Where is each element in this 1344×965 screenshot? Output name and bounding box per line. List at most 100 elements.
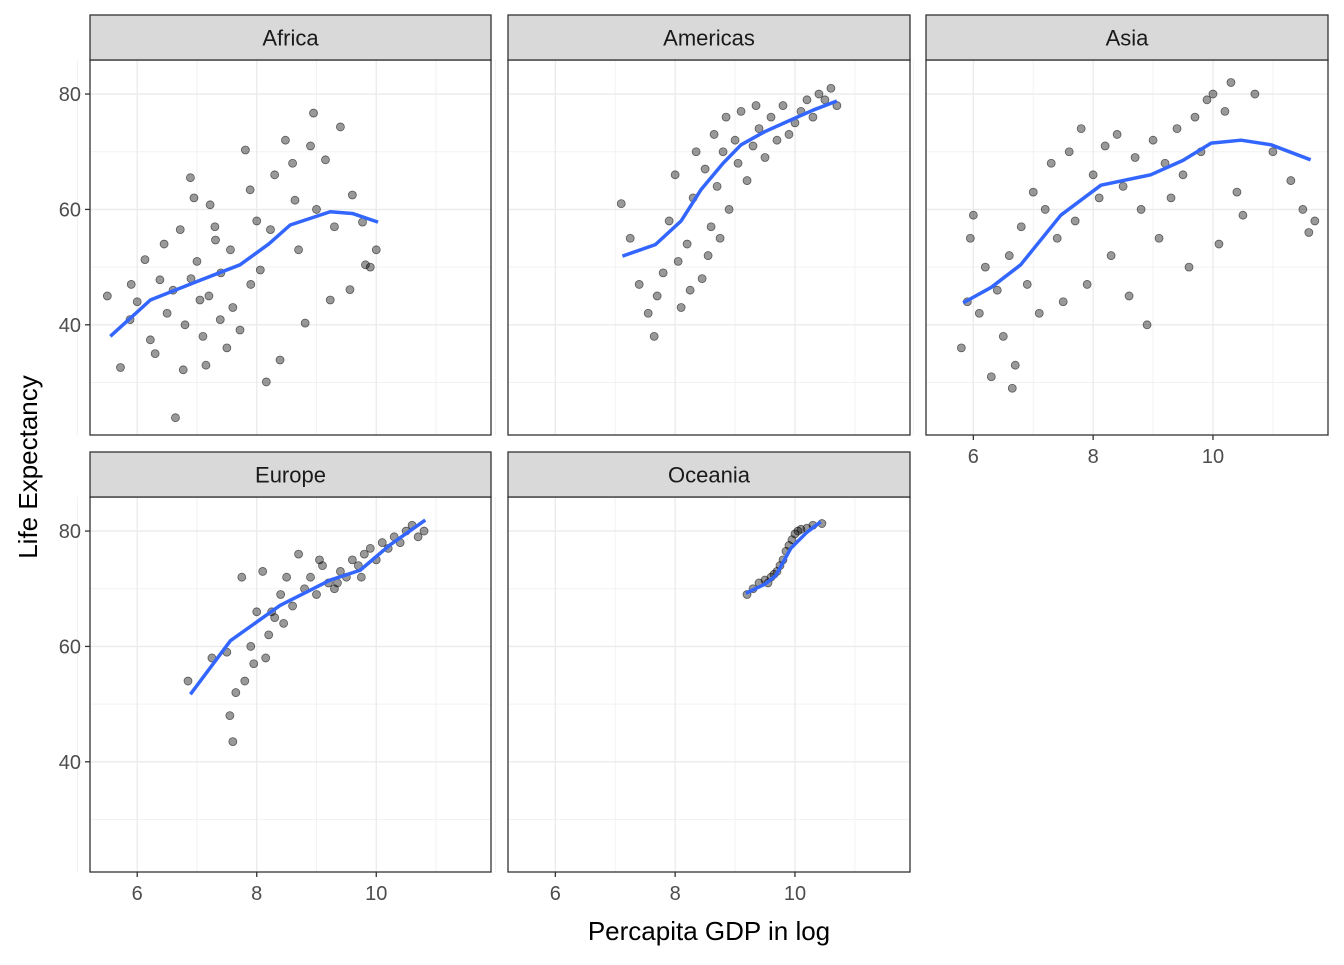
data-point	[1076, 124, 1086, 134]
data-point	[718, 147, 728, 157]
data-point	[826, 83, 836, 93]
strip	[925, 14, 1329, 61]
y-axis-title: Life Expectancy	[13, 375, 43, 559]
data-point	[625, 233, 635, 243]
panel-background	[508, 497, 910, 872]
data-point	[974, 308, 984, 318]
data-point	[1238, 210, 1248, 220]
data-point	[264, 630, 274, 640]
data-point	[249, 659, 259, 669]
data-point	[1094, 193, 1104, 203]
data-point	[210, 222, 220, 232]
panel-background	[90, 497, 491, 872]
data-point	[279, 618, 289, 628]
data-point	[682, 239, 692, 249]
data-point	[356, 572, 366, 582]
y-tick-label: 80	[59, 521, 81, 543]
strip	[507, 451, 911, 498]
data-point	[1268, 147, 1278, 157]
data-point	[980, 262, 990, 272]
panel-background	[926, 60, 1328, 435]
data-point	[754, 124, 764, 134]
strip-label: Asia	[1106, 26, 1150, 51]
smooth-line	[621, 99, 838, 258]
data-point	[201, 360, 211, 370]
strip	[89, 451, 492, 498]
data-point	[1034, 308, 1044, 318]
x-tick-label: 8	[251, 883, 262, 905]
data-point	[294, 245, 303, 255]
data-point	[198, 331, 208, 341]
data-point	[270, 170, 280, 180]
data-point	[225, 711, 235, 721]
data-point	[733, 158, 743, 168]
data-point	[140, 255, 150, 265]
data-point	[345, 285, 355, 295]
data-point	[956, 343, 966, 353]
data-point	[377, 538, 387, 547]
data-point	[255, 265, 265, 275]
data-point	[634, 280, 644, 289]
data-point	[691, 147, 701, 157]
strip	[89, 14, 492, 61]
y-tick-label: 40	[59, 315, 81, 337]
data-point	[185, 173, 195, 183]
data-point	[294, 549, 303, 559]
data-point	[1016, 222, 1026, 232]
data-point	[1232, 187, 1242, 197]
strip-label: Oceania	[668, 463, 751, 488]
data-point	[1226, 78, 1236, 87]
data-point	[649, 331, 659, 341]
data-point	[275, 355, 285, 365]
data-point	[321, 155, 330, 165]
data-point	[252, 607, 262, 617]
data-point	[126, 280, 136, 289]
data-point	[703, 251, 713, 260]
data-point	[772, 135, 782, 145]
data-point	[748, 141, 758, 151]
y-tick-label: 40	[59, 752, 81, 774]
data-point	[820, 95, 830, 105]
data-point	[240, 145, 250, 155]
data-point	[1220, 106, 1230, 116]
data-point	[742, 176, 752, 185]
data-point	[658, 268, 668, 278]
data-point	[1310, 216, 1320, 226]
data-point	[685, 285, 695, 295]
data-point	[226, 245, 235, 255]
data-point	[261, 653, 271, 663]
data-point	[1064, 147, 1074, 157]
y-tick-label: 60	[59, 199, 81, 221]
data-point	[189, 193, 199, 203]
data-point	[192, 256, 202, 266]
x-axis-title: Percapita GDP in log	[588, 916, 830, 946]
data-point	[1070, 216, 1080, 226]
data-point	[1250, 89, 1260, 99]
data-point	[419, 526, 429, 536]
data-point	[1082, 280, 1092, 289]
data-point	[1184, 262, 1194, 272]
x-tick-label: 6	[132, 883, 143, 905]
data-point	[1298, 205, 1308, 214]
data-point	[1040, 205, 1050, 214]
data-point	[315, 555, 324, 565]
data-point	[211, 235, 220, 245]
data-point	[751, 101, 761, 110]
data-point	[673, 256, 683, 266]
data-point	[228, 303, 238, 312]
data-point	[288, 601, 297, 611]
data-point	[1028, 187, 1038, 197]
data-point	[1142, 320, 1152, 330]
data-point	[778, 101, 788, 110]
data-point	[676, 303, 686, 312]
data-point	[721, 112, 731, 122]
data-point	[306, 572, 315, 582]
smooth-line	[745, 520, 822, 595]
data-point	[1004, 251, 1014, 260]
data-point	[730, 135, 740, 145]
data-point	[1124, 291, 1134, 301]
data-point	[258, 567, 268, 576]
smooth-line	[109, 209, 379, 338]
x-tick-label: 8	[1088, 446, 1099, 468]
data-point	[724, 205, 734, 214]
